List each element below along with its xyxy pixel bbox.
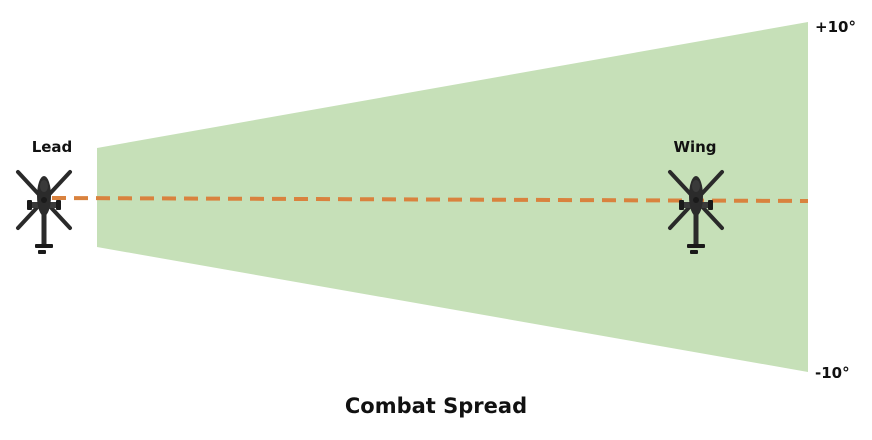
- engagement-sector: [97, 22, 808, 372]
- lower-limit-label: -10°: [815, 364, 850, 382]
- lead-label: Lead: [32, 138, 73, 156]
- wing-label: Wing: [673, 138, 716, 156]
- diagram-title: Combat Spread: [345, 394, 527, 418]
- lead-helicopter-icon: [16, 170, 72, 256]
- upper-limit-label: +10°: [815, 18, 856, 36]
- line-of-sight: [51, 196, 809, 203]
